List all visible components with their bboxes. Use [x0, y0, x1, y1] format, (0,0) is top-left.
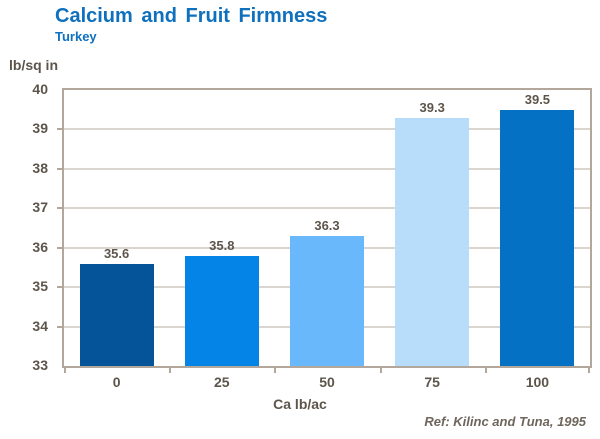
y-tick-mark	[57, 325, 62, 328]
x-tick-mark	[274, 368, 277, 373]
y-tick-label: 35	[32, 278, 48, 295]
y-axis-unit-label: lb/sq in	[9, 57, 58, 73]
bar-value-label: 35.6	[103, 245, 130, 261]
bar-value-label: 36.3	[314, 217, 340, 233]
y-tick-mark	[57, 128, 62, 131]
x-tick-mark	[379, 368, 382, 373]
x-axis-title: Ca lb/ac	[273, 396, 327, 412]
y-tick-label: 39	[32, 120, 48, 137]
bar-value-label: 35.8	[209, 237, 235, 253]
gridline	[64, 128, 590, 131]
x-tick-mark	[484, 368, 487, 373]
x-tick-mark	[588, 368, 590, 373]
y-tick-mark	[57, 167, 62, 170]
chart-subtitle: Turkey	[55, 29, 97, 44]
y-tick-label: 38	[32, 159, 48, 176]
y-tick-label: 37	[32, 199, 48, 216]
bar	[500, 109, 575, 366]
x-tick-label: 75	[424, 374, 440, 390]
bar	[395, 117, 470, 366]
x-tick-mark	[169, 368, 172, 373]
bar-value-label: 39.5	[524, 91, 551, 107]
reference-note: Ref: Kilinc and Tuna, 1995	[424, 414, 586, 429]
chart-title: Calcium and Fruit Firmness	[55, 5, 328, 27]
bar	[79, 263, 154, 366]
y-tick-mark	[57, 207, 62, 210]
bar-value-label: 39.3	[419, 99, 445, 115]
x-tick-label: 50	[319, 374, 335, 390]
y-tick-label: 33	[32, 357, 48, 373]
gridline	[64, 207, 590, 210]
y-tick-label: 36	[32, 238, 48, 255]
y-tick-mark	[57, 246, 62, 249]
y-tick-label: 34	[32, 317, 48, 334]
y-tick-mark	[57, 286, 62, 289]
gridline	[64, 167, 590, 170]
bar	[290, 235, 364, 366]
y-tick-label: 40	[32, 81, 48, 97]
x-tick-label: 0	[112, 374, 121, 390]
bar	[184, 255, 259, 366]
plot-area: 35.6 35.8 36.3 39.3 39.5	[62, 88, 592, 368]
x-tick-mark	[64, 368, 66, 373]
x-tick-label: 25	[214, 374, 230, 390]
x-tick-label: 100	[525, 374, 550, 390]
